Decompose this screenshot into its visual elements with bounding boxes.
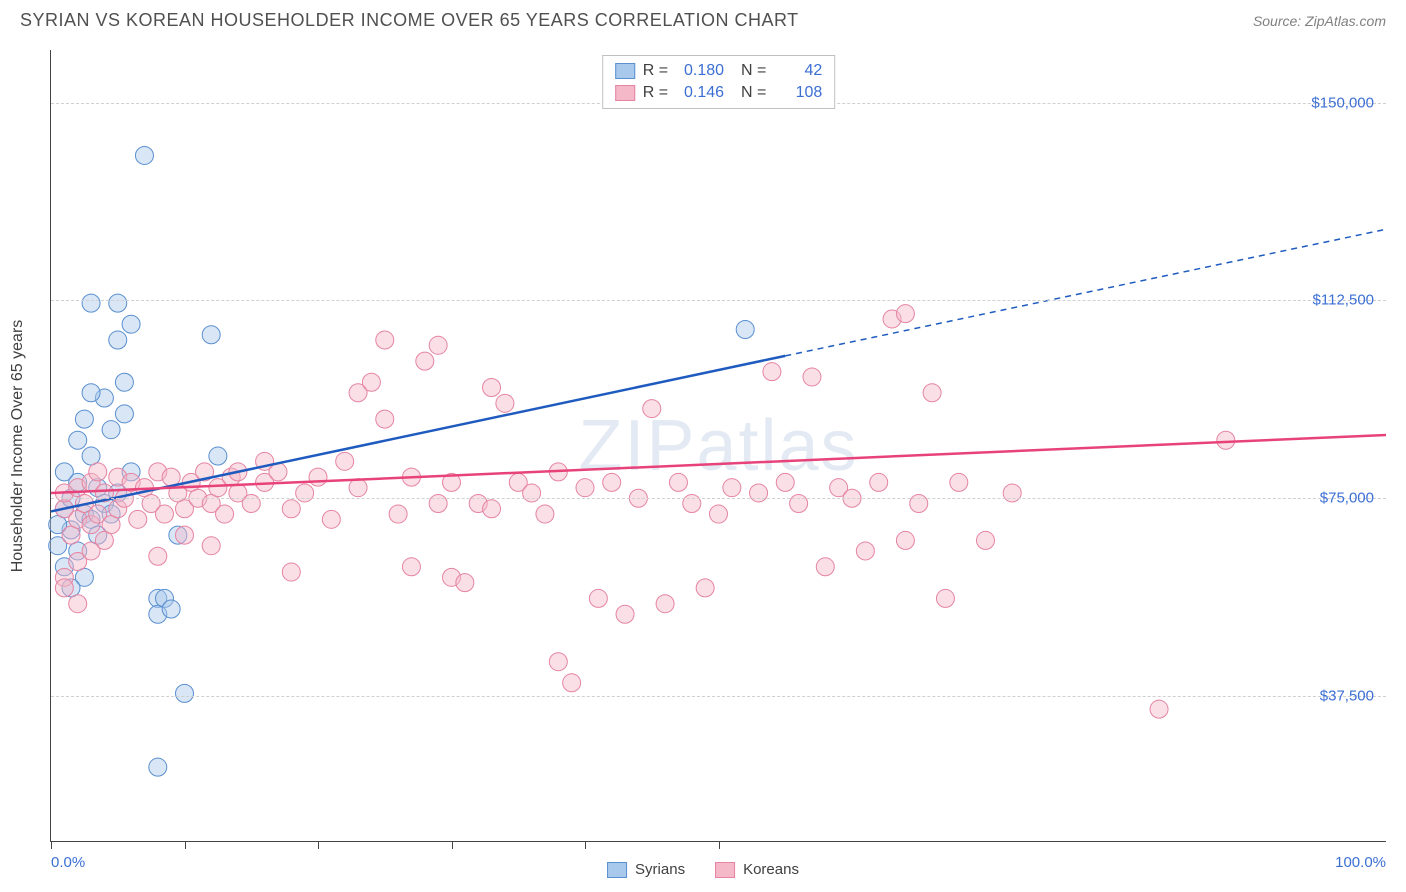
y-gridline-label: $37,500 [1320, 687, 1374, 704]
stats-legend-box: R = 0.180 N = 42 R = 0.146 N = 108 [602, 55, 836, 109]
bottom-legend: Syrians Koreans [607, 861, 799, 878]
r-value-syrians: 0.180 [676, 62, 724, 80]
chart-area: ZIPatlas $37,500$75,000$112,500$150,000 … [50, 50, 1386, 842]
swatch-koreans [615, 85, 635, 101]
n-label: N = [732, 62, 766, 80]
y-gridline-label: $75,000 [1320, 490, 1374, 507]
source-label: Source: ZipAtlas.com [1253, 13, 1386, 29]
x-axis-max-label: 100.0% [1335, 854, 1386, 871]
scatter-plot-svg [51, 50, 1386, 841]
r-value-koreans: 0.146 [676, 84, 724, 102]
n-label: N = [732, 84, 766, 102]
x-axis-min-label: 0.0% [51, 854, 85, 871]
legend-swatch-koreans [715, 862, 735, 878]
legend-label-syrians: Syrians [635, 861, 685, 878]
legend-item-syrians: Syrians [607, 861, 685, 878]
y-gridline-label: $150,000 [1311, 94, 1374, 111]
legend-label-koreans: Koreans [743, 861, 799, 878]
stats-row-koreans: R = 0.146 N = 108 [615, 82, 823, 104]
r-label: R = [643, 62, 668, 80]
r-label: R = [643, 84, 668, 102]
legend-swatch-syrians [607, 862, 627, 878]
n-value-koreans: 108 [774, 84, 822, 102]
stats-row-syrians: R = 0.180 N = 42 [615, 60, 823, 82]
legend-item-koreans: Koreans [715, 861, 799, 878]
n-value-syrians: 42 [774, 62, 822, 80]
swatch-syrians [615, 63, 635, 79]
y-axis-title: Householder Income Over 65 years [9, 320, 27, 573]
chart-title: SYRIAN VS KOREAN HOUSEHOLDER INCOME OVER… [20, 10, 799, 31]
y-gridline-label: $112,500 [1313, 292, 1374, 309]
